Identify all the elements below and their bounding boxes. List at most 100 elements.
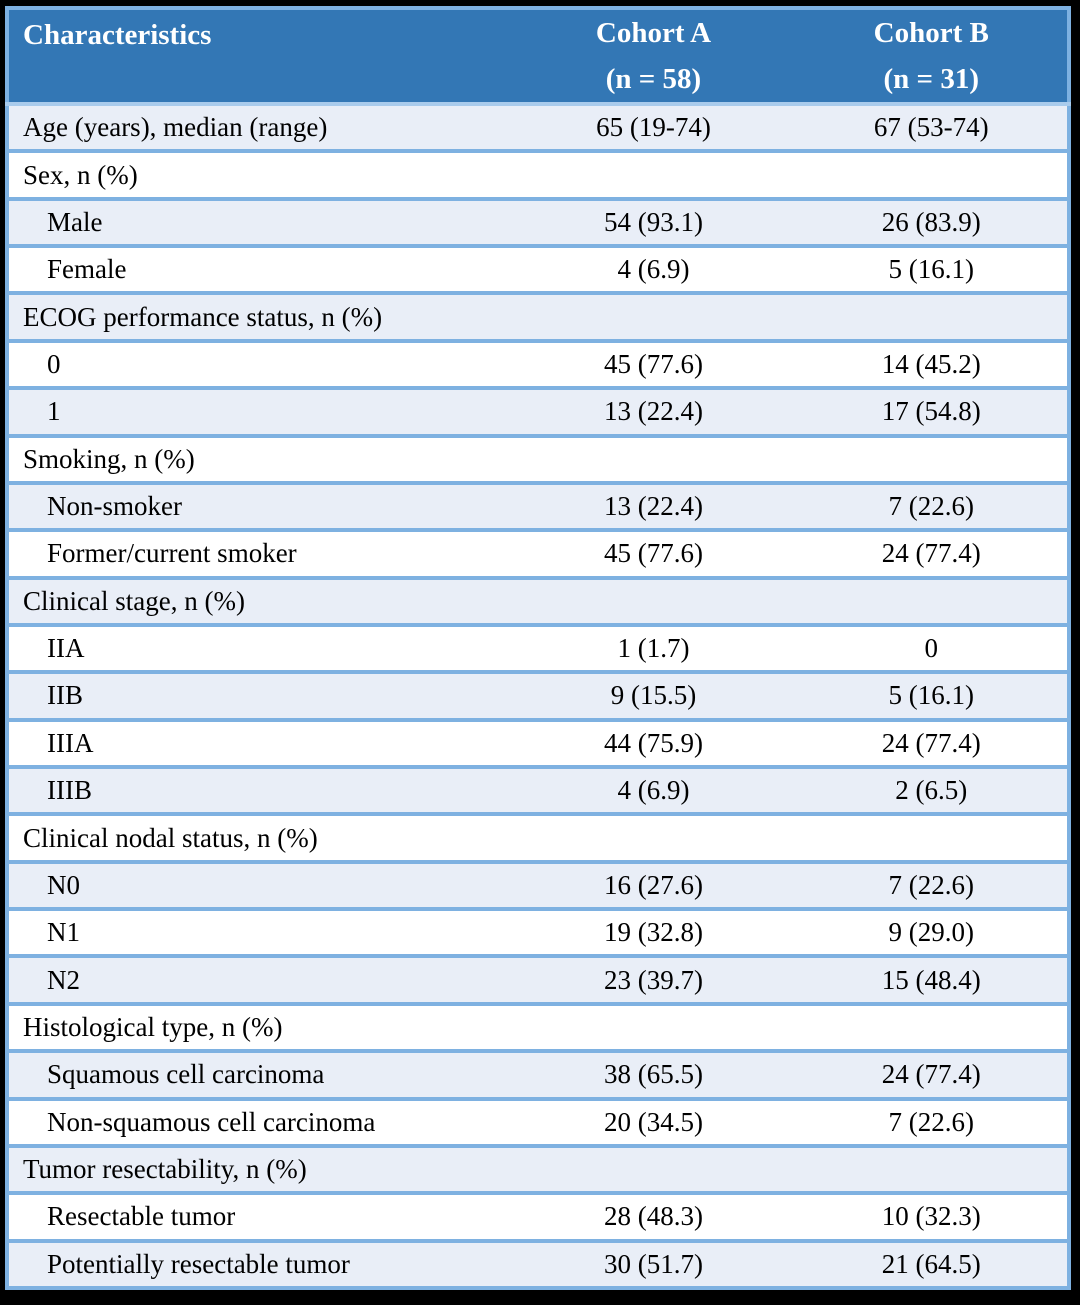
table-header: Characteristics Cohort A (n = 58) Cohort… [7,8,1069,106]
row-label: Sex, n (%) [23,159,138,190]
table-row: Smoking, n (%) [7,435,1069,483]
cohort-b-value [796,1146,1069,1193]
cohort-b-value: 9 (29.0) [888,917,974,948]
row-label: 0 [47,348,61,379]
table-row: Female 4 (6.9) 5 (16.1) [7,246,1069,294]
row-label: IIIA [47,727,94,758]
cohort-b-value [796,293,1069,340]
table-row: Non-smoker 13 (22.4) 7 (22.6) [7,482,1069,531]
cohort-b-value [796,578,1069,625]
row-label: Female [47,254,127,285]
table-row: Potentially resectable tumor 30 (51.7) 21 … [7,1240,1069,1288]
table-row: Male 54 (93.1) 26 (83.9) [7,198,1069,247]
table-body: Age (years), median (range) 65 (19-74) 67 … [7,104,1069,1288]
cohort-a-value [511,293,795,340]
cohort-b-value: 26 (83.9) [881,206,981,237]
cohort-a-value: 20 (34.5) [603,1106,703,1137]
cohort-b-value: 24 (77.4) [881,1059,981,1090]
table-row: Clinical nodal status, n (%) [7,814,1069,862]
row-label: Smoking, n (%) [23,443,195,474]
row-label: Tumor resectability, n (%) [23,1154,307,1185]
row-label: N1 [47,917,80,948]
table-row: IIA 1 (1.7) 0 [7,624,1069,673]
cohort-a-value: 45 (77.6) [603,538,703,569]
cohort-a-value [511,1004,795,1051]
header-cohort-b-name: Cohort B [873,17,989,49]
row-label: N2 [47,964,80,995]
cohort-a-value: 13 (22.4) [603,396,703,427]
row-label: Histological type, n (%) [23,1012,283,1042]
cohort-a-value: 30 (51.7) [603,1248,703,1279]
cohort-a-value [511,151,795,198]
row-label: Clinical stage, n (%) [23,585,245,616]
row-label: IIB [47,680,83,711]
row-label: Squamous cell carcinoma [47,1059,325,1090]
header-characteristics: Characteristics [7,8,512,106]
table-row: Sex, n (%) [7,151,1069,199]
row-label: 1 [47,396,61,427]
header-cohort-b-n: (n = 31) [883,63,979,95]
table-row: N1 19 (32.8) 9 (29.0) [7,909,1069,957]
table-row: IIIA 44 (75.9) 24 (77.4) [7,719,1069,768]
cohort-b-value: 5 (16.1) [888,680,974,711]
cohort-b-value: 7 (22.6) [888,869,974,900]
cohort-b-value [796,1004,1069,1051]
table-row: IIB 9 (15.5) 5 (16.1) [7,672,1069,720]
cohort-a-value: 65 (19-74) [596,112,711,143]
row-label: Non-squamous cell carcinoma [47,1106,376,1137]
cohort-b-value: 7 (22.6) [888,1106,974,1137]
table-frame: Characteristics Cohort A (n = 58) Cohort… [5,6,1071,1290]
cohort-a-value [511,1146,795,1193]
cohort-a-value [511,814,795,861]
cohort-b-value: 17 (54.8) [881,396,981,427]
row-label: N0 [47,869,80,900]
header-cohort-a-name: Cohort A [595,17,712,49]
cohort-a-value: 13 (22.4) [603,491,703,522]
cohort-a-value: 4 (6.9) [617,775,690,806]
table-row: Clinical stage, n (%) [7,577,1069,625]
table-row: IIIB 4 (6.9) 2 (6.5) [7,767,1069,815]
cohort-b-value: 67 (53-74) [873,112,989,143]
header-cohort-a-n: (n = 58) [605,63,702,95]
row-label: Male [47,206,103,237]
cohort-b-value: 0 [924,633,939,664]
cohort-a-value: 28 (48.3) [603,1201,703,1232]
row-label: Resectable tumor [47,1201,236,1232]
characteristics-table: Characteristics Cohort A (n = 58) Cohort… [5,6,1071,1290]
table-row: Histological type, n (%) [7,1003,1069,1052]
row-label: Potentially resectable tumor [47,1248,350,1279]
table-row: Former/current smoker 45 (77.6) 24 (77.4) [7,530,1069,578]
cohort-b-value: 14 (45.2) [881,348,981,379]
table-row: Squamous cell carcinoma 38 (65.5) 24 (77.4… [7,1051,1069,1099]
row-label: IIIB [47,775,92,806]
cohort-b-value: 7 (22.6) [888,491,974,522]
cohort-b-value [796,814,1069,861]
table-row: Non-squamous cell carcinoma 20 (34.5) 7 (2… [7,1098,1069,1146]
table-row: N0 16 (27.6) 7 (22.6) [7,861,1069,910]
row-label: Non-smoker [47,491,182,522]
cohort-b-value: 2 (6.5) [895,775,968,806]
cohort-a-value: 54 (93.1) [603,206,703,237]
header-cohort-b: Cohort B (n = 31) [795,8,1069,106]
cohort-a-value: 23 (39.7) [603,964,703,995]
table-row: ECOG performance status, n (%) [7,293,1069,341]
cohort-a-value [511,578,795,625]
cohort-b-value: 24 (77.4) [881,727,981,758]
row-label: ECOG performance status, n (%) [23,301,383,332]
cohort-a-value: 4 (6.9) [617,254,690,285]
row-label: IIA [47,633,85,664]
cohort-b-value: 24 (77.4) [881,538,981,569]
row-label: Age (years), median (range) [23,112,328,143]
table-row: 1 13 (22.4) 17 (54.8) [7,388,1069,436]
table-row: Age (years), median (range) 65 (19-74) 67 … [7,104,1069,152]
table-row: N2 23 (39.7) 15 (48.4) [7,956,1069,1004]
cohort-a-value: 44 (75.9) [603,727,703,758]
cohort-b-value: 21 (64.5) [881,1248,981,1279]
cohort-b-value: 15 (48.4) [881,964,981,995]
cohort-a-value: 19 (32.8) [603,917,703,948]
cohort-b-value [796,151,1069,198]
row-label: Clinical nodal status, n (%) [23,822,318,853]
cohort-b-value: 5 (16.1) [888,254,974,285]
cohort-b-value [796,436,1069,483]
table-row: Resectable tumor 28 (48.3) 10 (32.3) [7,1193,1069,1241]
